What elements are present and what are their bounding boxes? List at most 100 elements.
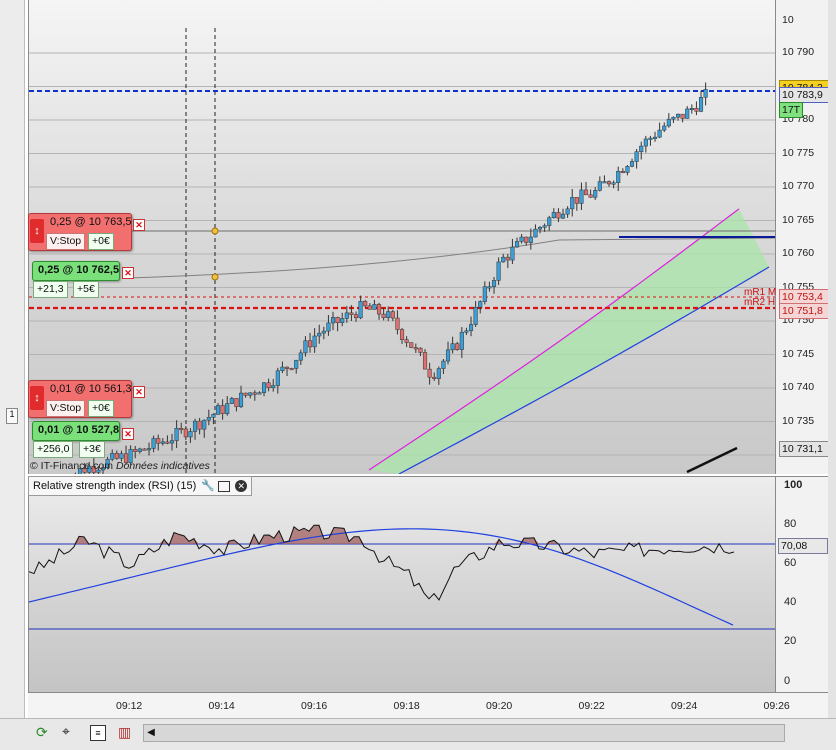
moving-average-lower (398, 266, 770, 474)
candle-up (229, 398, 234, 404)
candle-down (91, 465, 96, 473)
horizontal-scrollbar[interactable]: ◀ (143, 724, 785, 742)
candle-down (243, 392, 248, 396)
candle-up (666, 118, 671, 127)
rsi-value-label: 70,08 (778, 538, 828, 554)
candle-up (372, 304, 377, 310)
candle-up (643, 138, 648, 147)
candle-up (298, 352, 303, 361)
candles-icon[interactable]: ▥ (118, 724, 132, 740)
level-r1-label: mR1 M (744, 287, 777, 298)
position-label-2: 0,01 @ 10 527,8 (38, 424, 120, 436)
candle-up (514, 241, 520, 248)
rsi-header[interactable]: Relative strength index (RSI) (15) 🔧 ✕ (28, 476, 253, 496)
candle-up (280, 366, 285, 372)
candle-up (537, 227, 543, 230)
trend-line (686, 446, 738, 474)
refresh-icon[interactable]: ⟳ (36, 724, 48, 740)
price-tick-label: 10 735 (782, 414, 815, 427)
candle-up (445, 349, 451, 362)
candle-up (202, 419, 207, 430)
candle-up (579, 189, 584, 204)
position-ticket-2[interactable] (32, 421, 120, 441)
price-tick-label: 10 765 (782, 213, 815, 226)
time-tick-label: 09:24 (671, 700, 698, 712)
crosshair-icon[interactable]: ⌖ (62, 723, 70, 739)
candle-up (317, 332, 322, 337)
trendline-price-label: 10 731,1 (779, 441, 829, 457)
candle-up (188, 431, 193, 438)
candle-down (524, 236, 529, 243)
candle-down (82, 468, 87, 473)
order-drag-handle-2[interactable]: ↕ (30, 386, 44, 410)
price-tick-label: 10 770 (782, 180, 815, 192)
candlesticks (74, 82, 708, 474)
position-label-1: 0,25 @ 10 762,5 (38, 264, 120, 276)
position-close-icon-1[interactable]: ✕ (122, 267, 134, 279)
candle-down (606, 181, 612, 185)
envelope-band (369, 208, 769, 474)
close-icon[interactable]: ✕ (235, 480, 248, 492)
time-tick-label: 09:22 (578, 700, 605, 712)
window-icon[interactable] (218, 480, 231, 492)
price-axis[interactable] (775, 0, 829, 474)
order-type-chip-1[interactable]: V:Stop (46, 233, 86, 250)
candle-up (685, 108, 690, 119)
rsi-title: Relative strength index (RSI) (15) (33, 480, 197, 492)
wrench-icon[interactable]: 🔧 (201, 480, 215, 492)
rsi-tick-label: 60 (784, 557, 797, 570)
scroll-left-icon[interactable]: ◀ (147, 727, 155, 738)
candle-up (344, 312, 349, 319)
rsi-axis[interactable] (775, 476, 829, 693)
candle-down (680, 113, 685, 119)
order-type-chip-2[interactable]: V:Stop (46, 400, 86, 417)
rsi-panel[interactable] (28, 476, 776, 693)
candle-down (455, 343, 460, 350)
candle-up (137, 448, 142, 452)
candle-up (312, 335, 317, 348)
candle-up (634, 151, 639, 162)
candle-up (326, 322, 331, 332)
candle-up (602, 181, 607, 184)
candle-down (289, 368, 294, 371)
candle-up (648, 137, 653, 140)
position-close-icon-2[interactable]: ✕ (122, 428, 134, 440)
candle-up (496, 261, 501, 281)
candle-up (533, 228, 538, 238)
candle-down (390, 311, 395, 319)
price-chart-panel[interactable] (28, 0, 776, 474)
candle-down (252, 392, 257, 395)
candle-down (234, 398, 239, 408)
candle-down (505, 256, 510, 261)
candle-down (114, 453, 119, 459)
time-axis[interactable] (28, 692, 828, 719)
order-close-icon-1[interactable]: ✕ (133, 219, 145, 231)
order-drag-handle-1[interactable]: ↕ (30, 219, 44, 243)
candle-up (128, 449, 133, 463)
candle-up (225, 403, 230, 414)
order-anchor-2 (211, 273, 219, 281)
candle-up (491, 280, 497, 287)
list-icon[interactable]: ≡ (90, 725, 106, 741)
price-tick-label: 10 790 (782, 46, 815, 58)
candle-up (275, 370, 280, 386)
candle-down (413, 347, 418, 350)
candle-up (542, 225, 547, 228)
candle-up (321, 330, 326, 334)
panel-index-badge[interactable]: 1 (6, 408, 18, 424)
candle-up (146, 448, 152, 451)
rsi-line (29, 524, 735, 601)
candle-down (165, 441, 170, 444)
order-close-icon-2[interactable]: ✕ (133, 386, 145, 398)
rsi-tick-label: 40 (784, 596, 797, 609)
rsi-chart-svg (29, 524, 776, 630)
candle-up (386, 311, 391, 318)
candle-down (583, 189, 589, 196)
price-tick-top: 10 (782, 14, 794, 26)
candle-up (96, 469, 101, 473)
candle-down (156, 438, 161, 444)
candle-down (694, 108, 699, 112)
candle-down (349, 312, 354, 315)
position-ticket-1[interactable] (32, 261, 120, 281)
candle-up (629, 161, 635, 167)
